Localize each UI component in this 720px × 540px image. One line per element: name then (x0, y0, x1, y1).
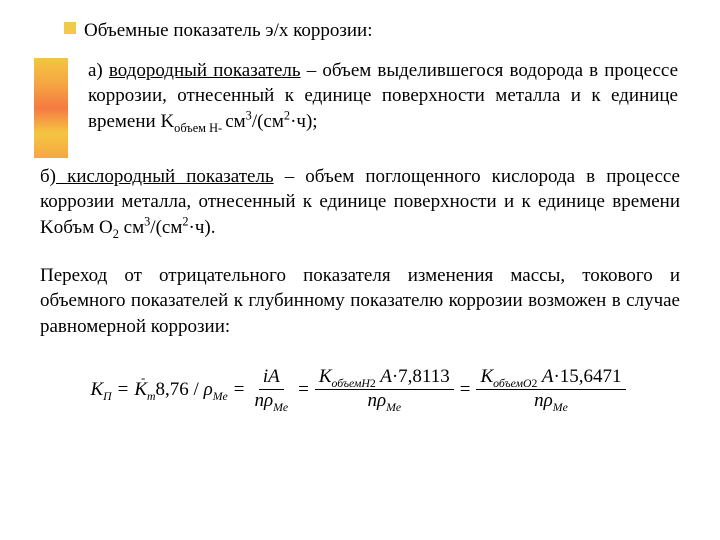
bullet-mark (64, 22, 76, 34)
f-frac3: KобъемO2 A·15,6471 nρMe (476, 367, 625, 412)
f-frac2: KобъемH2 A·7,8113 nρMe (315, 367, 454, 412)
a-sub1: объем H- (174, 121, 225, 135)
gradient-bar (34, 58, 68, 158)
a-underline: водородный показатель (109, 60, 301, 81)
formula: KП = K-m8,76 / ρMe = iA nρMe = KобъемH2 … (36, 367, 680, 412)
f-eq4: = (460, 377, 471, 403)
f-eq3: = (298, 377, 309, 403)
section-b: б) кислородный показатель – объем поглощ… (40, 164, 680, 241)
f-eq2: = (234, 377, 245, 403)
section-a: а) водородный показатель – объем выделив… (88, 58, 680, 158)
f-frac1: iA nρMe (250, 367, 292, 412)
section-a-wrap: а) водородный показатель – объем выделив… (40, 58, 680, 158)
a-after: /(см (252, 111, 284, 132)
f-eq1: = (118, 377, 129, 403)
a-prefix: а) (88, 60, 109, 81)
b-mid: /(см (150, 217, 182, 238)
b-tail: ·ч). (189, 217, 216, 238)
b-unit1: см (119, 217, 144, 238)
title-row: Объемные показатель э/х коррозии: (64, 18, 680, 44)
f-kpi: KП (90, 377, 111, 403)
b-underline: кислородный показатель (56, 166, 274, 187)
a-tail: ·ч); (290, 111, 318, 132)
page-title: Объемные показатель э/х коррозии: (84, 18, 373, 44)
b-prefix: б) (40, 166, 56, 187)
a-unit-top: см (225, 111, 245, 132)
f-km876: K-m8,76 / ρMe (134, 377, 227, 403)
transition-paragraph: Переход от отрицательного показателя изм… (40, 263, 680, 340)
